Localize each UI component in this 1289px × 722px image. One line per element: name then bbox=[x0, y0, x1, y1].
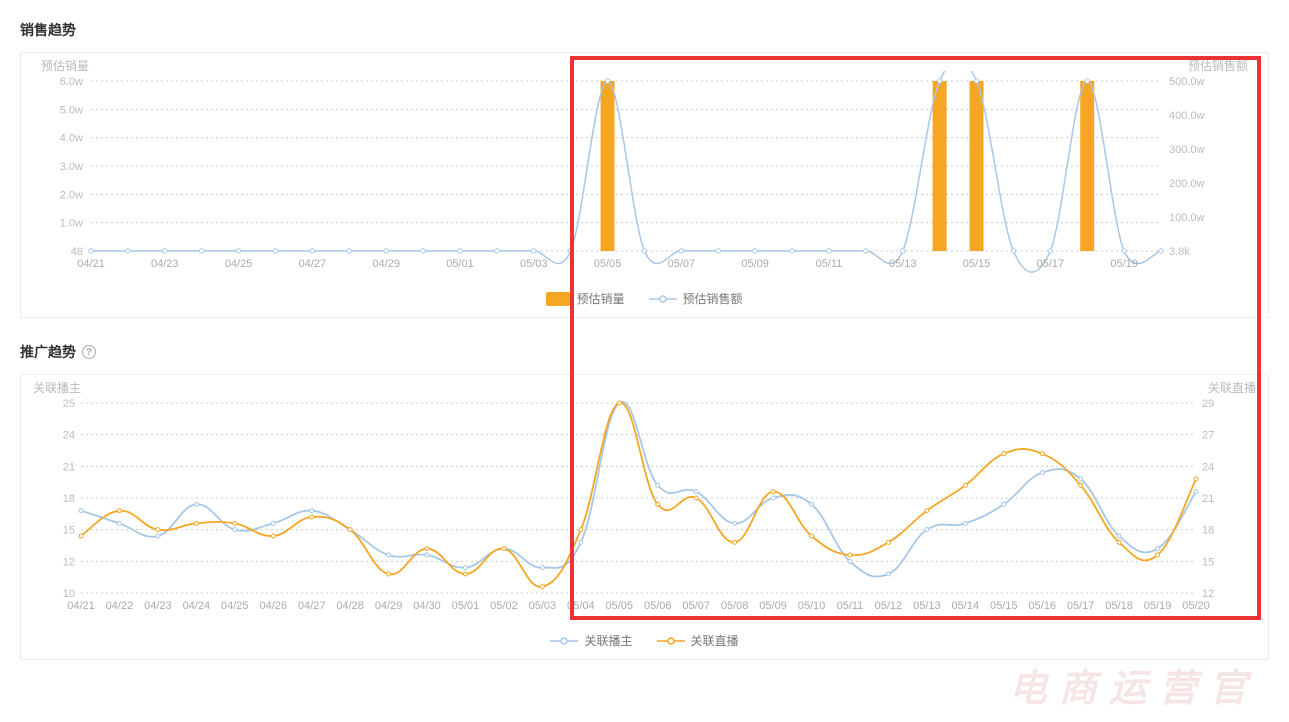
svg-text:24: 24 bbox=[63, 430, 75, 442]
svg-text:04/23: 04/23 bbox=[151, 258, 179, 270]
promo-legend-line1-label: 关联播主 bbox=[584, 632, 632, 649]
svg-text:05/14: 05/14 bbox=[952, 600, 980, 612]
svg-text:12: 12 bbox=[1202, 588, 1214, 600]
promo-trend-title-text: 推广趋势 bbox=[20, 342, 76, 362]
svg-text:05/07: 05/07 bbox=[682, 600, 710, 612]
svg-text:18: 18 bbox=[63, 493, 75, 505]
promo-trend-chart-box: 关联播主 关联直播 10 12 15 18 21 24 25 12 15 18 21 24 27 29 04… bbox=[20, 374, 1269, 660]
svg-text:05/12: 05/12 bbox=[875, 600, 903, 612]
sales-legend: 预估销量 预估销售额 bbox=[41, 290, 1248, 307]
svg-text:05/15: 05/15 bbox=[963, 258, 991, 270]
svg-text:3.8k: 3.8k bbox=[1169, 246, 1190, 258]
svg-text:05/18: 05/18 bbox=[1105, 600, 1133, 612]
bar-swatch-icon bbox=[546, 292, 570, 306]
promo-trend-title: 推广趋势 ? bbox=[20, 342, 1269, 362]
promo-chart-svg: 10 12 15 18 21 24 25 12 15 18 21 24 27 29 04/21 04/22 04… bbox=[41, 393, 1241, 623]
svg-text:04/25: 04/25 bbox=[225, 258, 253, 270]
help-icon[interactable]: ? bbox=[82, 345, 96, 359]
svg-text:05/09: 05/09 bbox=[759, 600, 787, 612]
svg-text:05/01: 05/01 bbox=[452, 600, 480, 612]
svg-text:04/29: 04/29 bbox=[372, 258, 400, 270]
svg-text:05/03: 05/03 bbox=[520, 258, 548, 270]
svg-text:12: 12 bbox=[63, 556, 75, 568]
svg-text:2.0w: 2.0w bbox=[60, 189, 83, 201]
svg-text:05/07: 05/07 bbox=[668, 258, 696, 270]
svg-text:05/01: 05/01 bbox=[446, 258, 474, 270]
svg-text:25: 25 bbox=[63, 398, 75, 410]
svg-text:04/21: 04/21 bbox=[67, 600, 95, 612]
svg-text:27: 27 bbox=[1202, 430, 1214, 442]
promo-chart-area: 10 12 15 18 21 24 25 12 15 18 21 24 27 29 04/21 04/22 04… bbox=[41, 393, 1248, 628]
sales-trend-chart-box: 预估销量 预估销售额 48 1.0w 2.0w 3.0w 4.0w 5.0w 6.0w 3.8… bbox=[20, 52, 1269, 318]
svg-text:10: 10 bbox=[63, 588, 75, 600]
sales-legend-bar: 预估销量 bbox=[546, 290, 624, 307]
svg-text:29: 29 bbox=[1202, 398, 1214, 410]
svg-text:05/17: 05/17 bbox=[1037, 258, 1065, 270]
svg-text:05/05: 05/05 bbox=[594, 258, 622, 270]
svg-text:15: 15 bbox=[63, 525, 75, 537]
svg-text:200.0w: 200.0w bbox=[1169, 178, 1205, 190]
sales-legend-line-label: 预估销售额 bbox=[683, 290, 743, 307]
svg-text:48: 48 bbox=[71, 246, 83, 258]
svg-text:15: 15 bbox=[1202, 556, 1214, 568]
sales-trend-title-text: 销售趋势 bbox=[20, 20, 76, 40]
svg-text:500.0w: 500.0w bbox=[1169, 76, 1205, 88]
svg-text:05/08: 05/08 bbox=[721, 600, 749, 612]
svg-text:4.0w: 4.0w bbox=[60, 133, 83, 145]
svg-text:04/28: 04/28 bbox=[336, 600, 364, 612]
svg-text:04/30: 04/30 bbox=[413, 600, 441, 612]
svg-text:3.0w: 3.0w bbox=[60, 161, 83, 173]
svg-text:04/26: 04/26 bbox=[259, 600, 287, 612]
svg-text:21: 21 bbox=[63, 461, 75, 473]
svg-text:24: 24 bbox=[1202, 461, 1214, 473]
svg-text:05/05: 05/05 bbox=[606, 600, 634, 612]
svg-text:04/27: 04/27 bbox=[299, 258, 327, 270]
svg-text:05/11: 05/11 bbox=[816, 258, 843, 270]
svg-text:1.0w: 1.0w bbox=[60, 218, 83, 230]
sales-trend-title: 销售趋势 bbox=[20, 20, 1269, 40]
svg-text:04/27: 04/27 bbox=[298, 600, 326, 612]
svg-text:5.0w: 5.0w bbox=[60, 104, 83, 116]
svg-text:300.0w: 300.0w bbox=[1169, 144, 1205, 156]
svg-text:04/21: 04/21 bbox=[77, 258, 105, 270]
svg-text:05/06: 05/06 bbox=[644, 600, 672, 612]
watermark: 电商运营官 bbox=[1009, 657, 1259, 712]
svg-text:05/09: 05/09 bbox=[741, 258, 769, 270]
line2-swatch-icon bbox=[657, 636, 685, 646]
line1-swatch-icon bbox=[550, 636, 578, 646]
svg-text:05/19: 05/19 bbox=[1110, 258, 1138, 270]
svg-text:05/16: 05/16 bbox=[1028, 600, 1056, 612]
promo-legend: 关联播主 关联直播 bbox=[41, 632, 1248, 649]
svg-text:05/02: 05/02 bbox=[490, 600, 518, 612]
svg-text:04/25: 04/25 bbox=[221, 600, 249, 612]
svg-text:04/22: 04/22 bbox=[106, 600, 134, 612]
svg-text:05/17: 05/17 bbox=[1067, 600, 1095, 612]
promo-legend-line2: 关联直播 bbox=[657, 632, 739, 649]
svg-text:05/13: 05/13 bbox=[889, 258, 917, 270]
svg-text:04/29: 04/29 bbox=[375, 600, 403, 612]
svg-text:05/20: 05/20 bbox=[1182, 600, 1210, 612]
sales-legend-bar-label: 预估销量 bbox=[576, 290, 624, 307]
svg-text:04/23: 04/23 bbox=[144, 600, 172, 612]
svg-text:05/04: 05/04 bbox=[567, 600, 595, 612]
svg-text:21: 21 bbox=[1202, 493, 1214, 505]
promo-legend-line2-label: 关联直播 bbox=[691, 632, 739, 649]
svg-text:05/19: 05/19 bbox=[1144, 600, 1172, 612]
svg-text:04/24: 04/24 bbox=[183, 600, 211, 612]
sales-chart-svg: 48 1.0w 2.0w 3.0w 4.0w 5.0w 6.0w 3.8k 100.0w 200.… bbox=[41, 71, 1221, 281]
svg-text:05/13: 05/13 bbox=[913, 600, 941, 612]
line-swatch-icon bbox=[649, 294, 677, 304]
svg-text:6.0w: 6.0w bbox=[60, 76, 83, 88]
svg-text:18: 18 bbox=[1202, 525, 1214, 537]
svg-text:05/03: 05/03 bbox=[529, 600, 557, 612]
svg-text:400.0w: 400.0w bbox=[1169, 110, 1205, 122]
promo-legend-line1: 关联播主 bbox=[550, 632, 632, 649]
svg-text:05/11: 05/11 bbox=[837, 600, 864, 612]
svg-text:100.0w: 100.0w bbox=[1169, 212, 1205, 224]
svg-text:05/10: 05/10 bbox=[798, 600, 826, 612]
sales-legend-line: 预估销售额 bbox=[649, 290, 743, 307]
svg-text:05/15: 05/15 bbox=[990, 600, 1018, 612]
sales-chart-area: 48 1.0w 2.0w 3.0w 4.0w 5.0w 6.0w 3.8k 100.0w 200.… bbox=[41, 71, 1248, 286]
